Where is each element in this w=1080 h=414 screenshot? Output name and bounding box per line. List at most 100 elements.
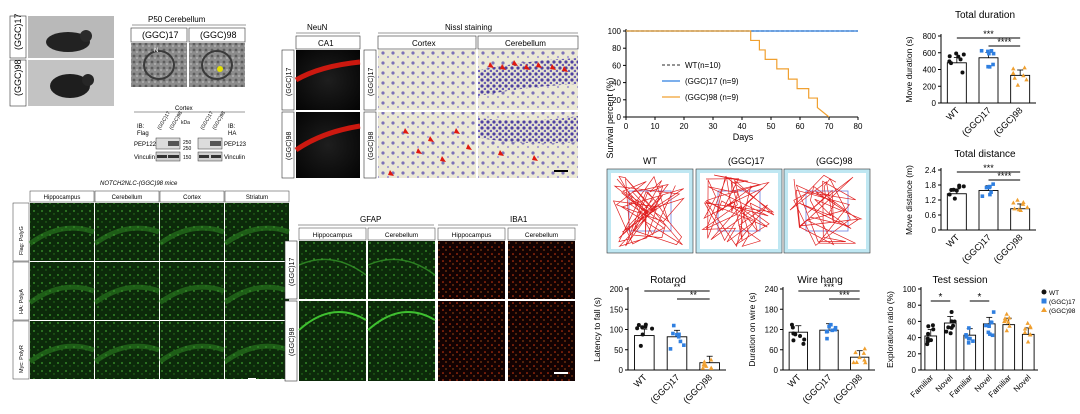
data-point: [802, 337, 807, 342]
blot-label-vinc-left: Vinculin: [134, 155, 155, 161]
data-point: [988, 332, 992, 336]
bar-ylabel: Duration on wire (s): [747, 292, 757, 366]
mouse-body-98: [50, 74, 90, 98]
panel-b-image: [160, 321, 224, 379]
panel-b-col-0: Hippocampus: [44, 195, 81, 201]
bar-category: (GGC)17: [960, 232, 993, 265]
bar-ytick: 2.4: [925, 166, 937, 175]
data-point: [1015, 82, 1021, 87]
survival-ytick: 100: [608, 27, 622, 36]
sig-label: ***: [839, 290, 850, 300]
data-point: [635, 326, 640, 331]
data-point: [854, 360, 859, 365]
panel-b-col-1: Cerebellum: [112, 195, 143, 201]
data-point: [793, 332, 798, 337]
bar-ytick: 120: [765, 326, 779, 335]
em-group: P50 Cerebellum (GGC)17 (GGC)98 N: [130, 15, 246, 87]
data-point: [678, 339, 683, 344]
d-row-17: (GGC)17: [289, 258, 296, 287]
em-image-98: [189, 43, 245, 87]
data-point: [926, 324, 931, 329]
survival-line-2: [626, 30, 830, 118]
panel-b-image: [160, 262, 224, 320]
panel-b-row-0: Flag: PolyG: [19, 226, 25, 255]
data-point: [677, 332, 681, 337]
data-point: [991, 182, 995, 186]
data-point: [668, 347, 673, 351]
data-point: [951, 323, 956, 328]
data-point: [954, 188, 959, 193]
bar-title: Total duration: [955, 10, 1015, 21]
bar-ytick: 80: [907, 301, 916, 310]
data-point: [1025, 205, 1030, 210]
data-point: [675, 332, 679, 337]
survival-ylabel: Survival percent (%): [605, 77, 615, 158]
nissl-cortex-98: [378, 112, 476, 178]
data-point: [861, 350, 867, 355]
data-point: [1010, 70, 1016, 75]
bar-ytick: 1.2: [925, 196, 937, 205]
bar-ytick: 1.8: [925, 181, 937, 190]
panel-b-col-2: Cortex: [183, 195, 201, 201]
data-point: [853, 350, 858, 355]
panel-d-col-1: Cerebellum: [385, 232, 418, 239]
data-point: [1007, 315, 1012, 320]
bar: [946, 193, 967, 231]
bar-title: Test session: [932, 275, 987, 286]
data-point: [949, 187, 954, 192]
panel-b-image: [225, 203, 289, 261]
sig-label: ***: [983, 29, 994, 39]
data-point: [1007, 323, 1012, 328]
data-point: [702, 362, 708, 367]
data-point: [1025, 320, 1030, 325]
survival-xtick: 0: [624, 122, 629, 131]
data-point: [988, 192, 992, 197]
data-point: [1002, 316, 1008, 321]
bar-category: (GGC)17: [801, 372, 834, 405]
sig-label: **: [673, 282, 681, 292]
bar-ytick: 100: [903, 285, 917, 294]
blot-ib-flag: IB:: [137, 124, 145, 130]
gfap-title: GFAP: [360, 215, 381, 224]
data-point: [1028, 325, 1033, 330]
data-point: [833, 327, 837, 332]
iba1-title: IBA1: [510, 215, 528, 224]
bar: [666, 336, 688, 371]
legend-wt: WT(n=10): [685, 61, 721, 70]
data-point: [851, 360, 856, 365]
data-point: [830, 328, 834, 333]
data-point: [966, 341, 971, 345]
survival-xtick: 60: [796, 122, 805, 131]
bar-ytick: 60: [769, 346, 778, 355]
survival-ytick: 80: [612, 44, 621, 53]
sig-label: *: [978, 292, 982, 303]
bar-ytick: 800: [923, 32, 937, 41]
data-point: [682, 343, 686, 347]
data-point: [961, 184, 966, 189]
track-path-2: [789, 174, 863, 246]
neun-image-17: [296, 50, 360, 110]
nissl-cortex-17: [378, 50, 476, 110]
bar-ytick: 600: [923, 49, 937, 58]
panel-d-image-98: [508, 301, 575, 381]
data-point: [1022, 326, 1028, 331]
sig-label: **: [690, 290, 698, 300]
panel-d-image-17: [508, 241, 575, 299]
blot-ib-ha2: HA: [228, 131, 236, 137]
panel-b-image: [30, 262, 94, 320]
bar-category: WT: [944, 105, 961, 122]
panel-b-image: [225, 321, 289, 379]
data-point: [989, 48, 994, 53]
neun-ca1: CA1: [318, 39, 334, 48]
data-point: [966, 336, 971, 341]
bar-title: Wire hang: [797, 275, 843, 286]
data-point: [1024, 77, 1029, 82]
data-point: [1020, 201, 1026, 206]
survival-chart: 0 10 20 30 40 50 60 70 80 0 20 40 60 80 100 Survival p…: [605, 27, 863, 159]
data-point: [986, 330, 991, 335]
bar-ytick: 50: [614, 346, 623, 355]
data-point: [961, 52, 966, 57]
open-field-tracks: WT (GGC)17 (GGC)98: [606, 156, 871, 254]
data-point: [1004, 328, 1009, 333]
bar-ytick: 200: [610, 285, 624, 294]
